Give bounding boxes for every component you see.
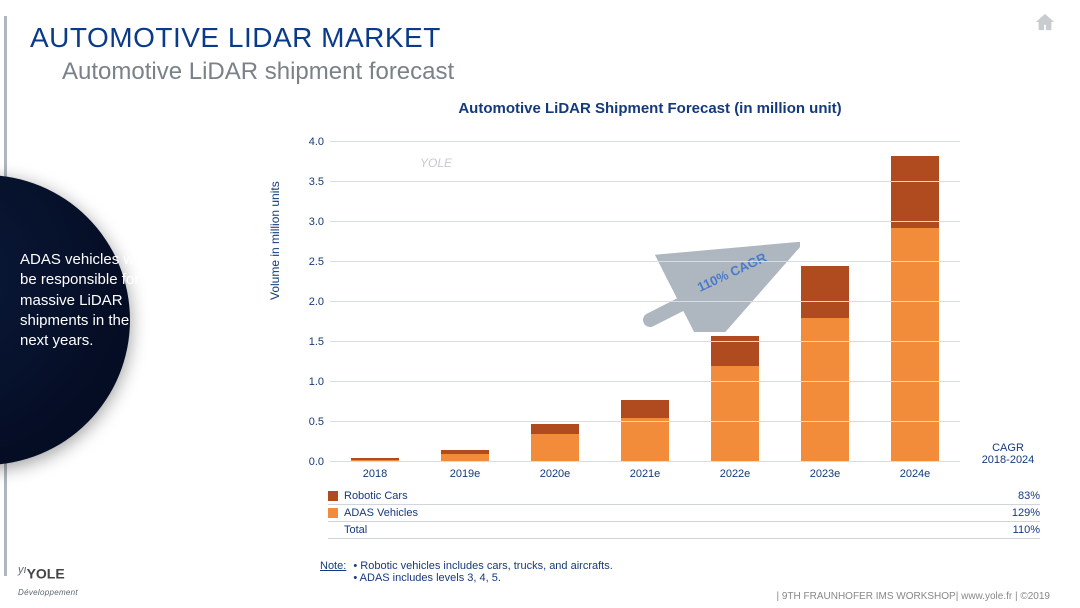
bar-seg <box>531 424 579 434</box>
chart-area: Automotive LiDAR Shipment Forecast (in m… <box>250 100 1050 520</box>
cagr-column: CAGR 2018-2024 <box>966 142 1050 462</box>
bar-seg <box>891 156 939 228</box>
gridline <box>330 461 960 462</box>
brand-logo: yıYOLE Développement <box>18 564 78 598</box>
legend-pct: 110% <box>980 524 1040 536</box>
footnote: Note: • Robotic vehicles includes cars, … <box>320 560 613 584</box>
legend-label: Total <box>344 524 980 536</box>
gridline <box>330 421 960 422</box>
gridline <box>330 261 960 262</box>
gridline <box>330 341 960 342</box>
gridline <box>330 181 960 182</box>
bar-2023e: 2023e <box>801 266 849 462</box>
plot-region: 110% CAGR 20182019e2020e2021e2022e2023e2… <box>330 142 960 462</box>
bar-seg <box>801 266 849 318</box>
y-tick: 4.0 <box>309 136 330 148</box>
x-tick: 2019e <box>450 462 481 480</box>
note-line-1: • ADAS includes levels 3, 4, 5. <box>353 572 501 584</box>
legend-pct: 83% <box>980 490 1040 502</box>
y-tick: 2.0 <box>309 296 330 308</box>
bar-2020e: 2020e <box>531 424 579 462</box>
x-tick: 2021e <box>630 462 661 480</box>
legend-row: Robotic Cars83% <box>328 488 1040 505</box>
chart-title: Automotive LiDAR Shipment Forecast (in m… <box>250 100 1050 117</box>
y-tick: 3.0 <box>309 216 330 228</box>
cagr-header: CAGR 2018-2024 <box>966 442 1050 466</box>
bar-seg <box>531 434 579 462</box>
gridline <box>330 141 960 142</box>
bar-2024e: 2024e <box>891 156 939 462</box>
legend-swatch <box>328 491 338 501</box>
x-tick: 2022e <box>720 462 751 480</box>
x-tick: 2024e <box>900 462 931 480</box>
bar-seg <box>801 318 849 462</box>
legend-label: ADAS Vehicles <box>344 507 980 519</box>
y-tick: 3.5 <box>309 176 330 188</box>
y-tick: 0.0 <box>309 456 330 468</box>
bar-2022e: 2022e <box>711 336 759 462</box>
x-tick: 2023e <box>810 462 841 480</box>
y-tick: 1.5 <box>309 336 330 348</box>
legend-swatch <box>328 508 338 518</box>
side-commentary: ADAS vehicles will be responsible for ma… <box>20 250 150 351</box>
bar-seg <box>621 400 669 418</box>
gridline <box>330 301 960 302</box>
bar-2021e: 2021e <box>621 400 669 462</box>
bar-group: 20182019e2020e2021e2022e2023e2024e <box>330 142 960 462</box>
bar-seg <box>891 228 939 462</box>
legend-row: ADAS Vehicles129% <box>328 505 1040 522</box>
legend-label: Robotic Cars <box>344 490 980 502</box>
y-tick: 2.5 <box>309 256 330 268</box>
x-tick: 2018 <box>363 462 387 480</box>
footer-text: | 9TH FRAUNHOFER IMS WORKSHOP| www.yole.… <box>776 591 1050 602</box>
y-tick: 1.0 <box>309 376 330 388</box>
page-title: AUTOMOTIVE LIDAR MARKET <box>30 22 441 54</box>
legend-pct: 129% <box>980 507 1040 519</box>
y-tick: 0.5 <box>309 416 330 428</box>
legend: Robotic Cars83%ADAS Vehicles129%Total110… <box>328 488 1040 539</box>
page-subtitle: Automotive LiDAR shipment forecast <box>62 58 454 86</box>
legend-row: Total110% <box>328 522 1040 539</box>
bar-seg <box>621 418 669 462</box>
note-header: Note: <box>320 560 346 572</box>
y-axis-label: Volume in million units <box>268 181 282 300</box>
x-tick: 2020e <box>540 462 571 480</box>
gridline <box>330 381 960 382</box>
home-icon[interactable] <box>1034 12 1056 37</box>
gridline <box>330 221 960 222</box>
note-line-0: • Robotic vehicles includes cars, trucks… <box>353 560 612 572</box>
